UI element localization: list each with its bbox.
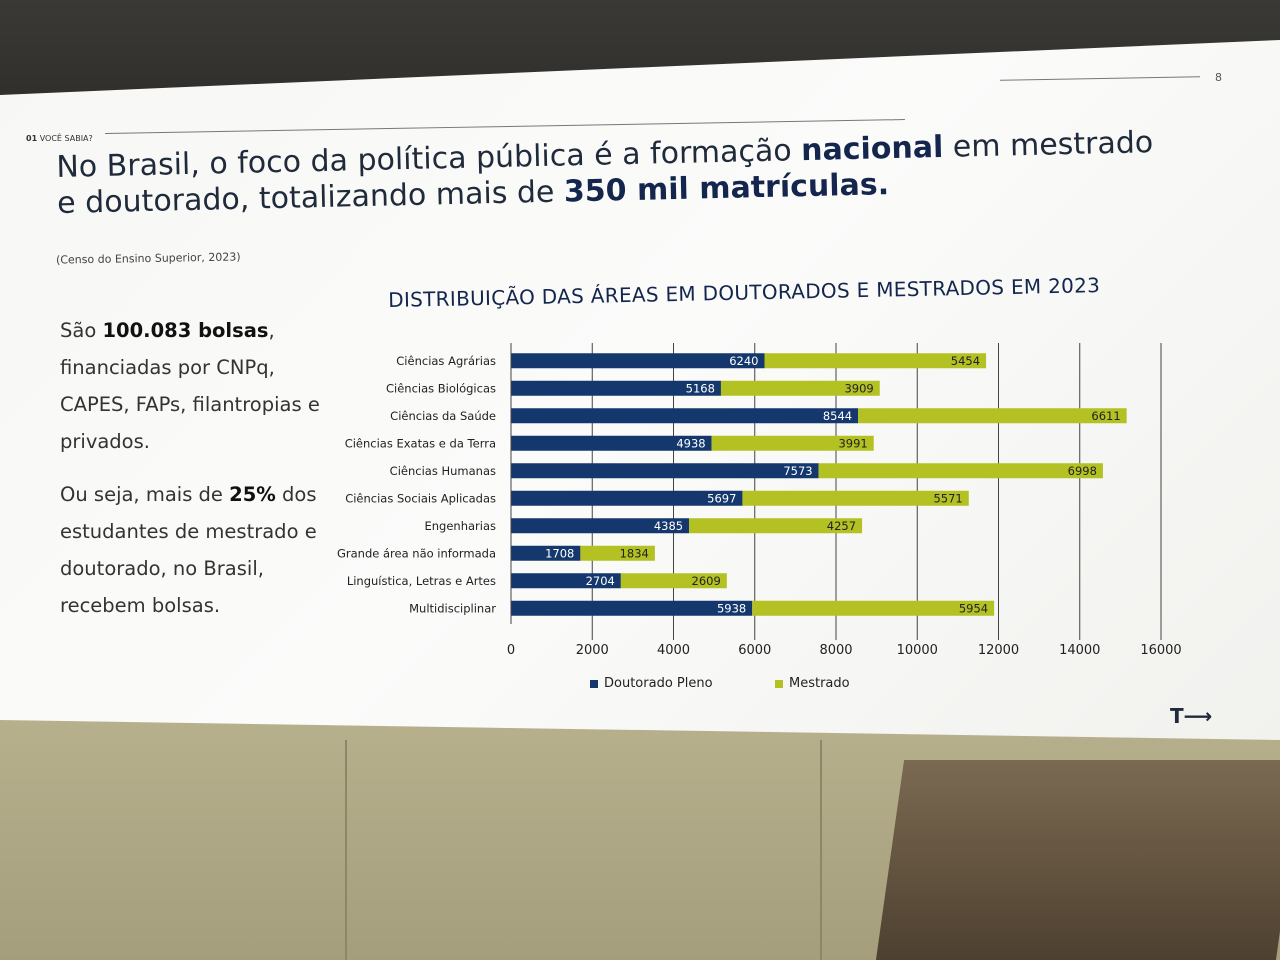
data-label: 5168 [686,381,715,395]
bar-mestrado [580,545,655,561]
side-p2-prefix: Ou seja, mais de [60,483,230,506]
data-label: 8544 [823,409,852,423]
x-tick-label: 2000 [576,643,609,658]
category-label: Ciências da Saúde [390,409,496,423]
data-label: 4938 [676,436,705,450]
side-paragraph-1: São 100.083 bolsas, financiadas por CNPq… [60,312,340,460]
data-label: 1834 [620,546,649,560]
bar-doutorado [511,353,765,369]
legend-item-mestrado: Mestrado [775,676,850,691]
desk [875,760,1280,960]
data-label: 5697 [707,491,736,505]
wall-seam [345,740,347,960]
x-tick-label: 10000 [897,643,938,658]
legend-swatch-doutorado [590,679,598,688]
category-label: Ciências Humanas [390,464,496,478]
x-tick-label: 14000 [1059,643,1100,658]
data-label: 6240 [729,354,758,368]
bar-mestrado [620,573,727,589]
category-label: Linguística, Letras e Artes [347,574,496,588]
bar-chart: 0 2000 4000 6000 8000 10000 12000 14000 16000 Ciê… [337,343,1182,658]
arrow-icon: ⟶ [1183,704,1213,728]
data-label: 2704 [586,574,615,588]
bar-mestrado [711,435,874,451]
data-label: 5454 [951,354,980,368]
bar-mestrado [858,408,1127,424]
wall-seam [820,740,822,960]
section-label: 01 VOCÊ SABIA? [26,134,93,143]
side-text: São 100.083 bolsas, financiadas por CNPq… [60,312,340,640]
legend-swatch-mestrado [775,679,783,688]
data-label: 5571 [933,491,962,505]
bar-mestrado [689,518,863,534]
legend-label-doutorado: Doutorado Pleno [604,676,713,691]
data-label: 4385 [654,519,683,533]
x-tick-label: 4000 [657,643,690,658]
section-title: VOCÊ SABIA? [39,134,93,143]
category-label: Multidisciplinar [409,601,496,615]
category-label: Ciências Biológicas [386,381,496,395]
side-p1-suffix: , financiadas por CNPq, CAPES, FAPs, fil… [60,319,320,453]
bar-mestrado [818,463,1103,479]
bar-doutorado [511,573,621,589]
legend-label-mestrado: Mestrado [789,676,850,691]
bar-doutorado [511,463,819,479]
side-p1-prefix: São [60,319,103,342]
bar-doutorado [511,380,721,396]
data-label: 7573 [783,464,812,478]
bar-mestrado [720,380,880,396]
data-label: 4257 [827,519,856,533]
data-label: 6611 [1091,409,1120,423]
x-tick-label: 8000 [819,643,852,658]
headline-bold-1: nacional [800,129,944,169]
side-p1-bold: 100.083 bolsas [102,319,269,342]
data-label: 1708 [545,546,574,560]
bar-mestrado [752,600,995,616]
data-label: 5954 [959,601,988,615]
category-label: Ciências Sociais Aplicadas [345,491,496,505]
category-label: Ciências Exatas e da Terra [345,436,496,450]
bar-doutorado [511,435,712,451]
x-tick-label: 16000 [1140,643,1181,658]
logo: T⟶ [1170,704,1212,728]
logo-letter: T [1170,704,1184,728]
bar-doutorado [511,490,743,506]
section-number: 01 [26,134,38,143]
bar-doutorado [511,408,859,424]
headline-bold-2: 350 mil matrículas. [563,167,890,210]
category-label: Grande área não informada [337,546,496,560]
side-paragraph-2: Ou seja, mais de 25% dos estudantes de m… [60,476,340,624]
category-label: Engenharias [424,519,496,533]
page-number: 8 [1215,71,1222,84]
bar-doutorado [511,545,581,561]
category-label: Ciências Agrárias [396,354,496,368]
legend-item-doutorado: Doutorado Pleno [590,676,713,691]
x-tick-label: 0 [507,643,515,658]
x-tick-label: 6000 [738,643,771,658]
bar-doutorado [511,518,690,534]
side-p2-suffix: dos estudantes de mestrado e doutorado, … [60,483,317,617]
bar-mestrado [764,353,987,369]
bar-doutorado [511,600,753,616]
data-label: 5938 [717,601,746,615]
bar-mestrado [742,490,969,506]
x-tick-label: 12000 [978,643,1019,658]
side-p2-bold: 25% [229,483,276,506]
data-label: 6998 [1068,464,1097,478]
data-label: 3909 [844,381,873,395]
data-label: 2609 [692,574,721,588]
data-label: 3991 [838,436,867,450]
